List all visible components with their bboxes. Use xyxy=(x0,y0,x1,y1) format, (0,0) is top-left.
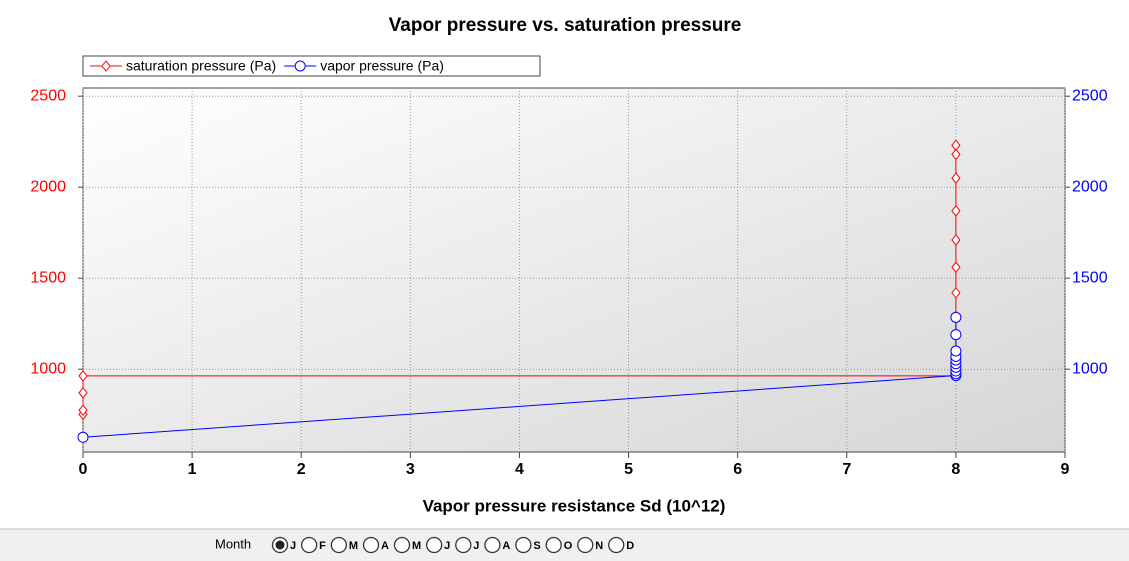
x-tick-label: 3 xyxy=(406,461,415,478)
x-tick-label: 8 xyxy=(951,461,960,478)
marker xyxy=(77,431,89,443)
radio-label[interactable]: J xyxy=(290,540,296,552)
x-tick-label: 6 xyxy=(733,461,742,478)
x-axis-label: Vapor pressure resistance Sd (10^12) xyxy=(423,496,726,515)
radio-label[interactable]: A xyxy=(502,540,510,552)
radio-label[interactable]: J xyxy=(444,540,450,552)
legend-marker xyxy=(294,60,306,72)
y2-tick-label: 2500 xyxy=(1072,87,1108,104)
marker xyxy=(951,234,961,246)
radio-label[interactable]: D xyxy=(626,540,634,552)
plot-area xyxy=(82,87,1066,453)
y-tick-label: 2500 xyxy=(30,87,66,104)
radio[interactable] xyxy=(515,536,532,554)
y-tick-label: 2000 xyxy=(30,178,66,195)
radio[interactable] xyxy=(426,536,443,554)
marker xyxy=(951,139,961,152)
radio[interactable] xyxy=(362,536,380,554)
radio-dot xyxy=(275,540,285,550)
radio[interactable] xyxy=(300,536,318,554)
radio[interactable] xyxy=(393,536,411,554)
x-tick-label: 2 xyxy=(297,461,306,478)
radio[interactable] xyxy=(608,536,625,554)
marker xyxy=(78,387,88,399)
y2-tick-label: 1500 xyxy=(1072,269,1108,286)
marker xyxy=(950,345,962,357)
legend-marker xyxy=(101,60,111,72)
radio-label[interactable]: O xyxy=(564,540,573,552)
radio[interactable] xyxy=(455,536,472,554)
radio[interactable] xyxy=(545,536,562,554)
marker xyxy=(951,205,961,217)
chart-title: Vapor pressure vs. saturation pressure xyxy=(389,15,742,36)
radio-label[interactable]: A xyxy=(381,540,389,552)
marker xyxy=(951,286,961,299)
radio-label[interactable]: S xyxy=(533,540,540,552)
marker xyxy=(78,370,88,382)
y2-tick-label: 1000 xyxy=(1072,360,1108,377)
radio[interactable] xyxy=(330,536,348,554)
radio-label[interactable]: N xyxy=(595,540,603,552)
y2-tick-label: 2000 xyxy=(1072,178,1108,195)
marker xyxy=(950,329,962,341)
radio-label[interactable]: J xyxy=(473,540,479,552)
marker xyxy=(78,404,88,416)
legend-label: vapor pressure (Pa) xyxy=(320,58,444,74)
month-label: Month xyxy=(215,536,251,551)
x-tick-label: 1 xyxy=(188,461,197,478)
x-tick-label: 5 xyxy=(624,461,633,478)
x-tick-label: 7 xyxy=(842,461,851,478)
legend-label: saturation pressure (Pa) xyxy=(126,58,276,74)
x-tick-label: 9 xyxy=(1061,461,1070,478)
marker xyxy=(950,311,962,323)
marker xyxy=(951,172,961,184)
toolbar xyxy=(0,529,1129,561)
radio[interactable] xyxy=(577,536,594,554)
radio[interactable] xyxy=(484,536,501,554)
radio-label[interactable]: F xyxy=(319,540,326,552)
x-tick-label: 4 xyxy=(515,461,524,478)
radio-label[interactable]: M xyxy=(349,540,358,552)
marker xyxy=(951,148,961,161)
y-tick-label: 1000 xyxy=(30,360,66,377)
marker xyxy=(951,261,961,274)
radio-label[interactable]: M xyxy=(412,540,421,552)
y-tick-label: 1500 xyxy=(30,269,66,286)
x-tick-label: 0 xyxy=(79,461,88,478)
